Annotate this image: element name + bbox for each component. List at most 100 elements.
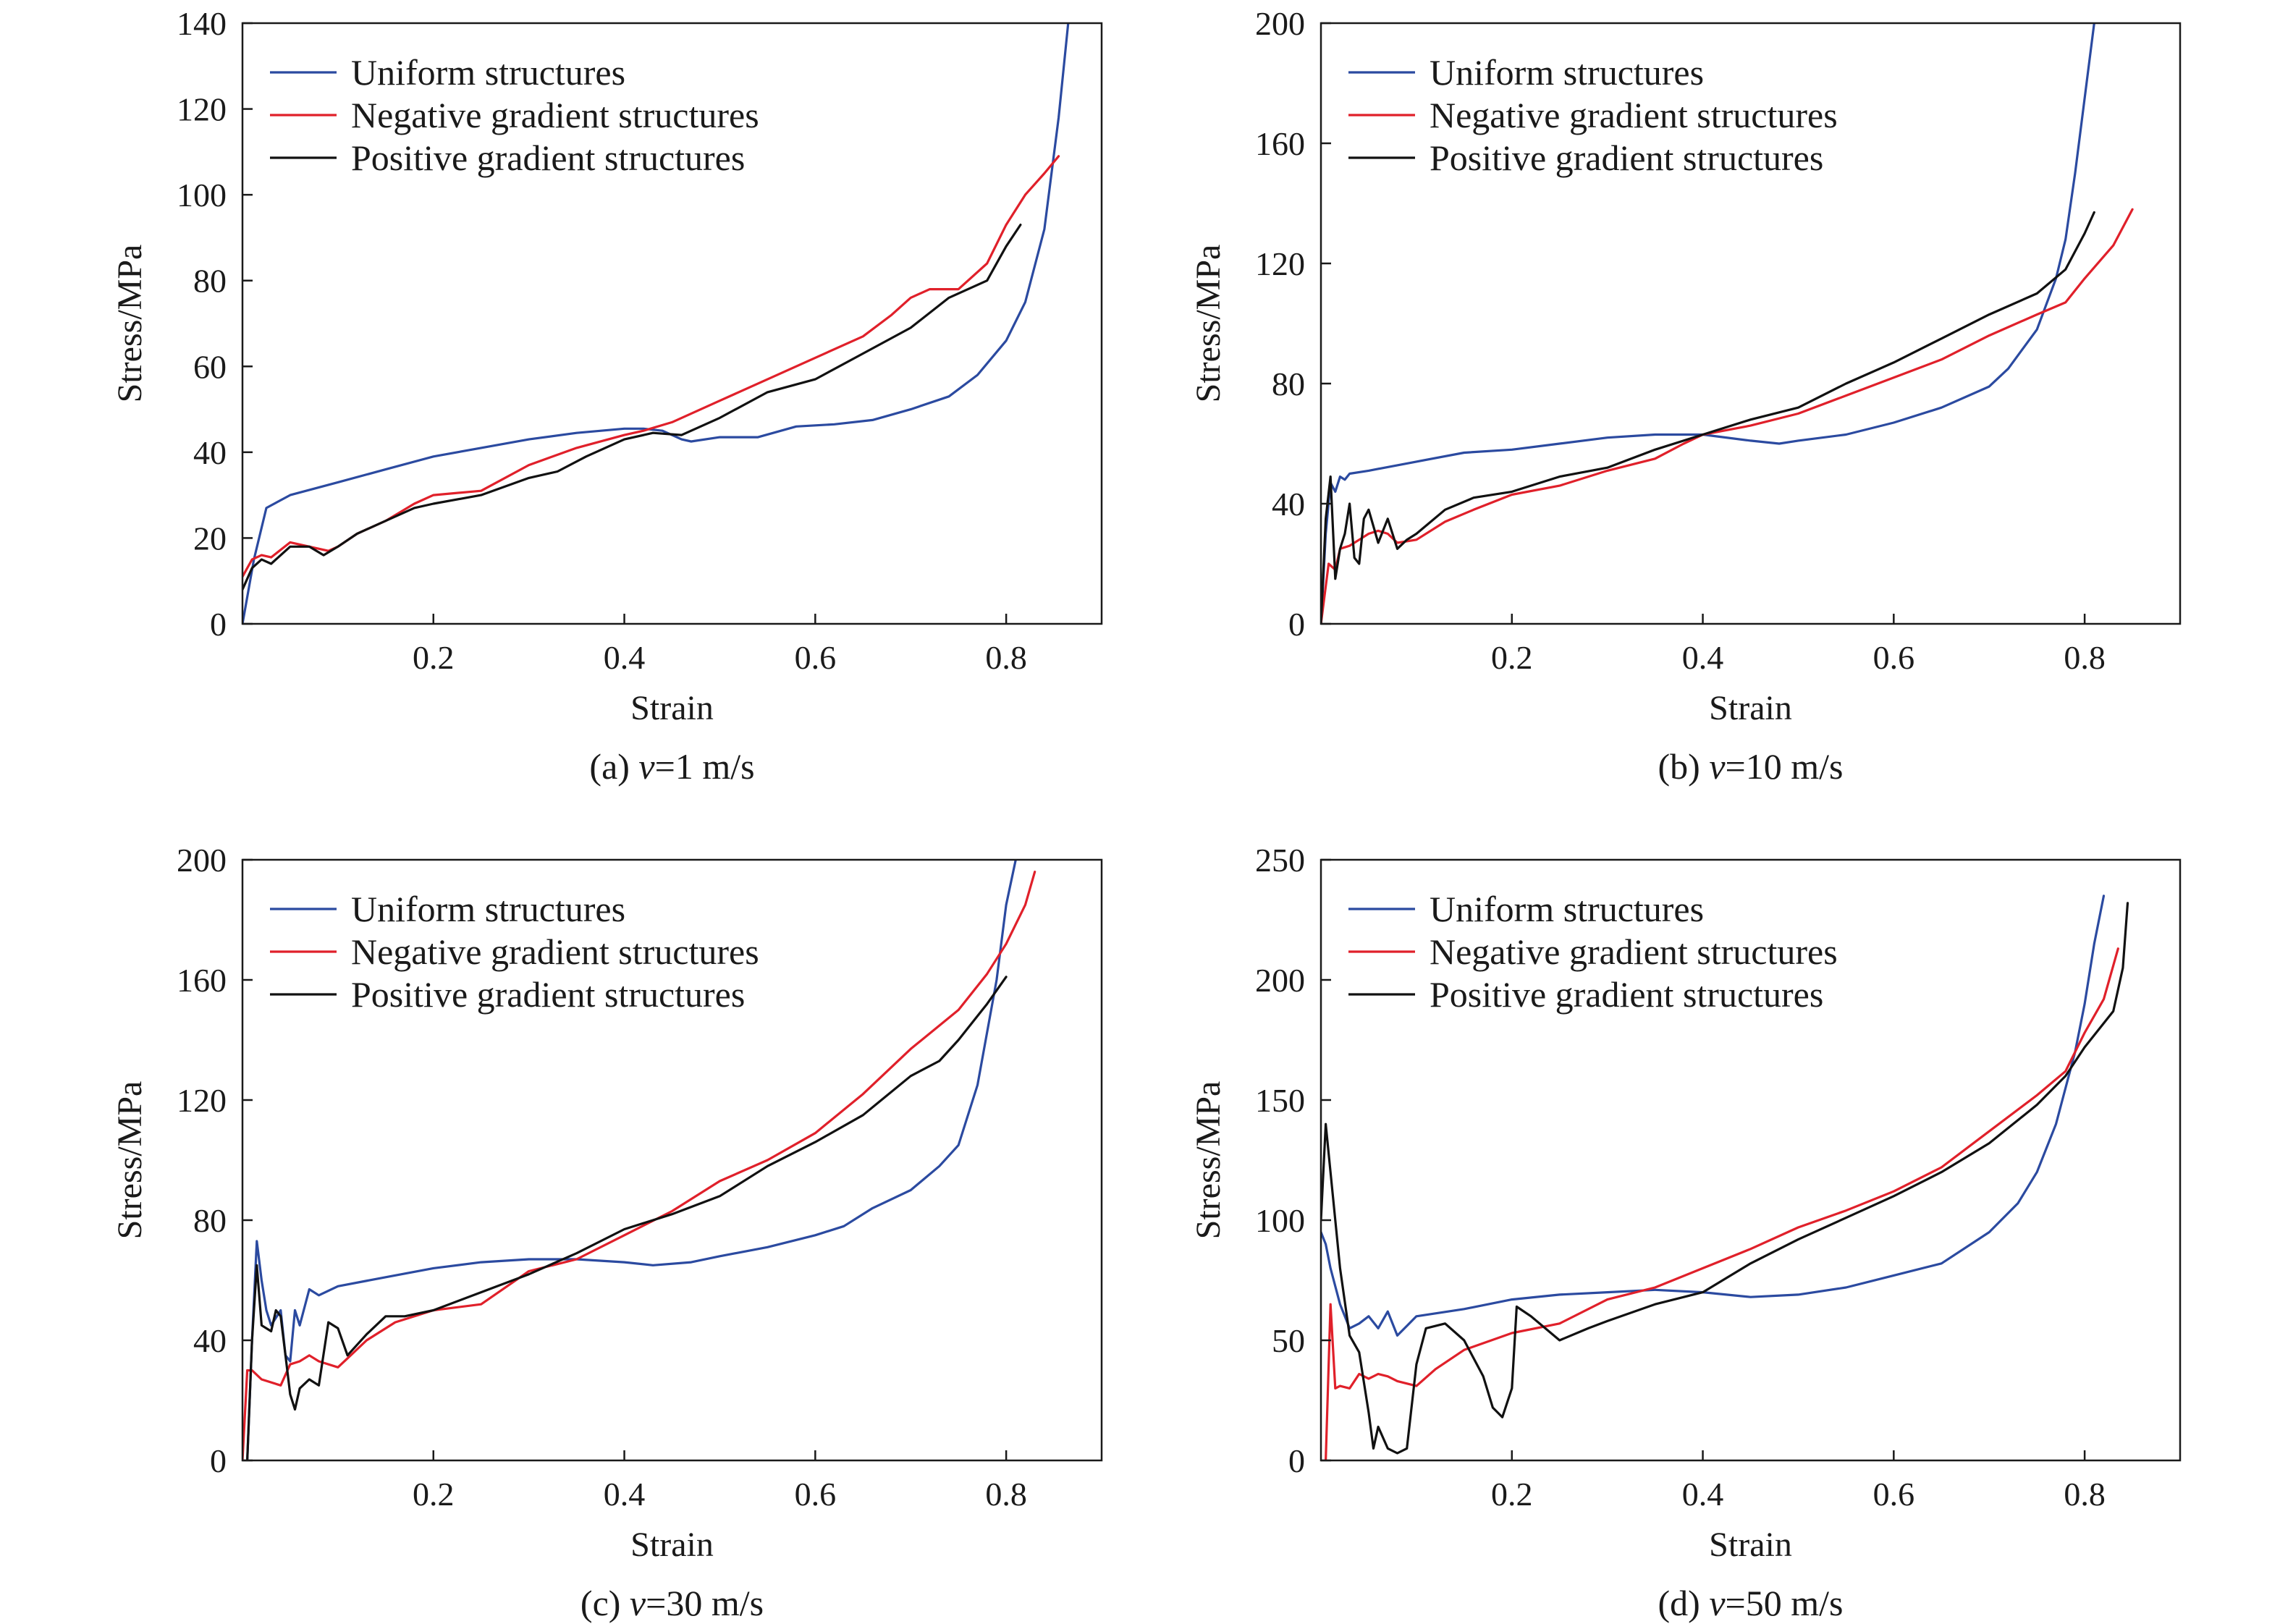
panel-a: 0.2 0.4 0.6 0.8 0 20 40 60 80 100 120 140 Strain Stre… xyxy=(111,5,1103,787)
y-axis-label-a: Stress/MPa xyxy=(111,245,149,403)
x-tick-label-b: 0.8 xyxy=(2064,639,2106,676)
series-line-c-positive xyxy=(246,976,1008,1460)
y-axis-label-d: Stress/MPa xyxy=(1189,1081,1228,1240)
x-tick-label-b: 0.2 xyxy=(1491,639,1533,676)
legend-label-b-positive: Positive gradient structures xyxy=(1430,138,1823,178)
x-tick-label-b: 0.4 xyxy=(1682,639,1724,676)
y-tick-label-b: 80 xyxy=(1272,365,1305,402)
caption-variable-a: v xyxy=(638,746,655,787)
x-tick-label-b: 0.6 xyxy=(1873,639,1915,676)
y-tick-label-d: 0 xyxy=(1288,1442,1305,1479)
series-line-d-positive xyxy=(1321,902,2129,1455)
series-line-d-negative xyxy=(1325,947,2119,1460)
caption-suffix-d: =50 m/s xyxy=(1726,1583,1844,1623)
x-tick-label-c: 0.6 xyxy=(795,1476,837,1513)
legend-label-c-uniform: Uniform structures xyxy=(351,889,625,929)
caption-suffix-a: =1 m/s xyxy=(655,746,755,787)
legend-label-a-negative: Negative gradient structures xyxy=(351,95,759,135)
legend-label-d-positive: Positive gradient structures xyxy=(1430,974,1823,1015)
y-tick-label-b: 160 xyxy=(1255,125,1305,162)
y-tick-label-d: 200 xyxy=(1255,962,1305,999)
y-tick-label-b: 40 xyxy=(1272,486,1305,523)
y-tick-label-d: 50 xyxy=(1272,1322,1305,1359)
legend-label-d-uniform: Uniform structures xyxy=(1430,889,1704,929)
legend-label-b-negative: Negative gradient structures xyxy=(1430,95,1838,135)
y-tick-label-d: 150 xyxy=(1255,1082,1305,1119)
caption-c: (c) v=30 m/s xyxy=(580,1583,764,1623)
caption-suffix-b: =10 m/s xyxy=(1726,746,1844,787)
y-axis-label-c: Stress/MPa xyxy=(111,1081,149,1240)
series-line-b-positive xyxy=(1321,211,2095,624)
legend-label-c-positive: Positive gradient structures xyxy=(351,974,745,1015)
caption-prefix-c: (c) xyxy=(580,1583,630,1623)
x-axis-label-d: Strain xyxy=(1709,1526,1792,1564)
legend-label-a-uniform: Uniform structures xyxy=(351,52,625,93)
y-axis-label-b: Stress/MPa xyxy=(1189,245,1228,403)
caption-prefix-b: (b) xyxy=(1658,746,1710,787)
y-tick-label-c: 200 xyxy=(177,842,227,879)
caption-variable-c: v xyxy=(630,1583,646,1623)
x-tick-label-d: 0.6 xyxy=(1873,1476,1915,1513)
y-tick-label-a: 140 xyxy=(177,5,227,42)
y-tick-label-d: 100 xyxy=(1255,1202,1305,1239)
series-line-a-uniform xyxy=(242,23,1070,624)
y-tick-label-a: 120 xyxy=(177,91,227,128)
x-tick-label-c: 0.8 xyxy=(985,1476,1027,1513)
y-tick-label-b: 0 xyxy=(1288,606,1305,643)
x-tick-label-d: 0.4 xyxy=(1682,1476,1724,1513)
panel-c: 0.2 0.4 0.6 0.8 0 40 80 120 160 200 Strain Stress/M… xyxy=(111,842,1103,1623)
y-tick-label-a: 20 xyxy=(193,520,227,557)
legend-label-d-negative: Negative gradient structures xyxy=(1430,931,1838,972)
x-tick-label-a: 0.2 xyxy=(413,639,455,676)
y-tick-label-c: 80 xyxy=(193,1202,227,1239)
y-tick-label-a: 100 xyxy=(177,177,227,213)
y-tick-label-a: 60 xyxy=(193,348,227,385)
legend-label-b-uniform: Uniform structures xyxy=(1430,52,1704,93)
y-tick-label-c: 40 xyxy=(193,1322,227,1359)
series-line-c-uniform xyxy=(246,860,1017,1460)
legend-label-a-positive: Positive gradient structures xyxy=(351,138,745,178)
series-line-a-positive xyxy=(242,224,1022,591)
x-tick-label-a: 0.8 xyxy=(985,639,1027,676)
caption-prefix-a: (a) xyxy=(589,746,638,787)
plot-frame-b xyxy=(1320,22,2182,625)
y-tick-label-c: 0 xyxy=(210,1442,227,1479)
series-line-b-negative xyxy=(1321,208,2134,624)
caption-a: (a) v=1 m/s xyxy=(589,746,754,787)
caption-prefix-d: (d) xyxy=(1658,1583,1710,1623)
y-tick-label-b: 200 xyxy=(1255,5,1305,42)
series-line-a-negative xyxy=(242,155,1060,578)
x-tick-label-d: 0.8 xyxy=(2064,1476,2106,1513)
x-tick-label-a: 0.4 xyxy=(604,639,646,676)
y-tick-label-d: 250 xyxy=(1255,842,1305,879)
y-tick-label-a: 40 xyxy=(193,434,227,471)
caption-variable-b: v xyxy=(1709,746,1726,787)
panel-b: 0.2 0.4 0.6 0.8 0 40 80 120 160 200 Strain Stress/M… xyxy=(1189,5,2182,787)
caption-d: (d) v=50 m/s xyxy=(1658,1583,1844,1623)
panel-d: 0.2 0.4 0.6 0.8 0 50 100 150 200 250 Strain Stress/… xyxy=(1189,842,2182,1623)
y-tick-label-a: 80 xyxy=(193,263,227,300)
caption-suffix-c: =30 m/s xyxy=(646,1583,764,1623)
x-axis-label-a: Strain xyxy=(630,689,714,727)
plot-frame-d xyxy=(1320,858,2182,1462)
y-tick-label-b: 120 xyxy=(1255,245,1305,282)
caption-variable-d: v xyxy=(1709,1583,1726,1623)
x-axis-label-b: Strain xyxy=(1709,689,1792,727)
y-tick-label-a: 0 xyxy=(210,606,227,643)
legend-label-c-negative: Negative gradient structures xyxy=(351,931,759,972)
x-axis-label-c: Strain xyxy=(630,1526,714,1564)
plot-frame-a xyxy=(241,22,1103,625)
series-line-d-uniform xyxy=(1321,895,2106,1337)
chart-panels: 0.2 0.4 0.6 0.8 0 20 40 60 80 100 120 140 Strain Stre… xyxy=(111,5,2182,1623)
plot-frame-c xyxy=(241,858,1103,1462)
x-tick-label-c: 0.4 xyxy=(604,1476,646,1513)
y-tick-label-c: 120 xyxy=(177,1082,227,1119)
y-tick-label-c: 160 xyxy=(177,962,227,999)
x-tick-label-c: 0.2 xyxy=(413,1476,455,1513)
x-tick-label-a: 0.6 xyxy=(795,639,837,676)
